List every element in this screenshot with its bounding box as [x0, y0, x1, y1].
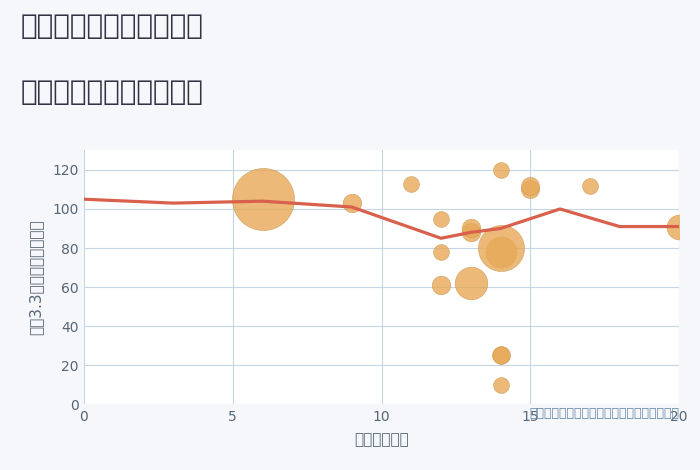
- Point: [435, 248, 447, 256]
- Point: [673, 223, 685, 230]
- Point: [495, 166, 506, 174]
- Point: [495, 352, 506, 359]
- Point: [495, 248, 506, 256]
- Point: [525, 182, 536, 189]
- Point: [495, 244, 506, 252]
- X-axis label: 駅距離（分）: 駅距離（分）: [354, 432, 409, 447]
- Point: [435, 215, 447, 222]
- Point: [406, 180, 417, 188]
- Text: 駅距離別中古戸建て価格: 駅距離別中古戸建て価格: [21, 78, 204, 106]
- Point: [584, 182, 595, 189]
- Point: [465, 279, 476, 287]
- Point: [465, 228, 476, 236]
- Point: [495, 381, 506, 388]
- Text: 円の大きさは、取引のあった物件面積を示す: 円の大きさは、取引のあった物件面積を示す: [529, 407, 679, 420]
- Point: [435, 282, 447, 289]
- Y-axis label: 坪（3.3㎡）単価（万円）: 坪（3.3㎡）単価（万円）: [29, 219, 43, 335]
- Point: [525, 186, 536, 193]
- Point: [495, 352, 506, 359]
- Point: [465, 225, 476, 232]
- Point: [346, 199, 357, 207]
- Text: 大阪府堺市中区東八田の: 大阪府堺市中区東八田の: [21, 12, 204, 40]
- Point: [257, 196, 268, 203]
